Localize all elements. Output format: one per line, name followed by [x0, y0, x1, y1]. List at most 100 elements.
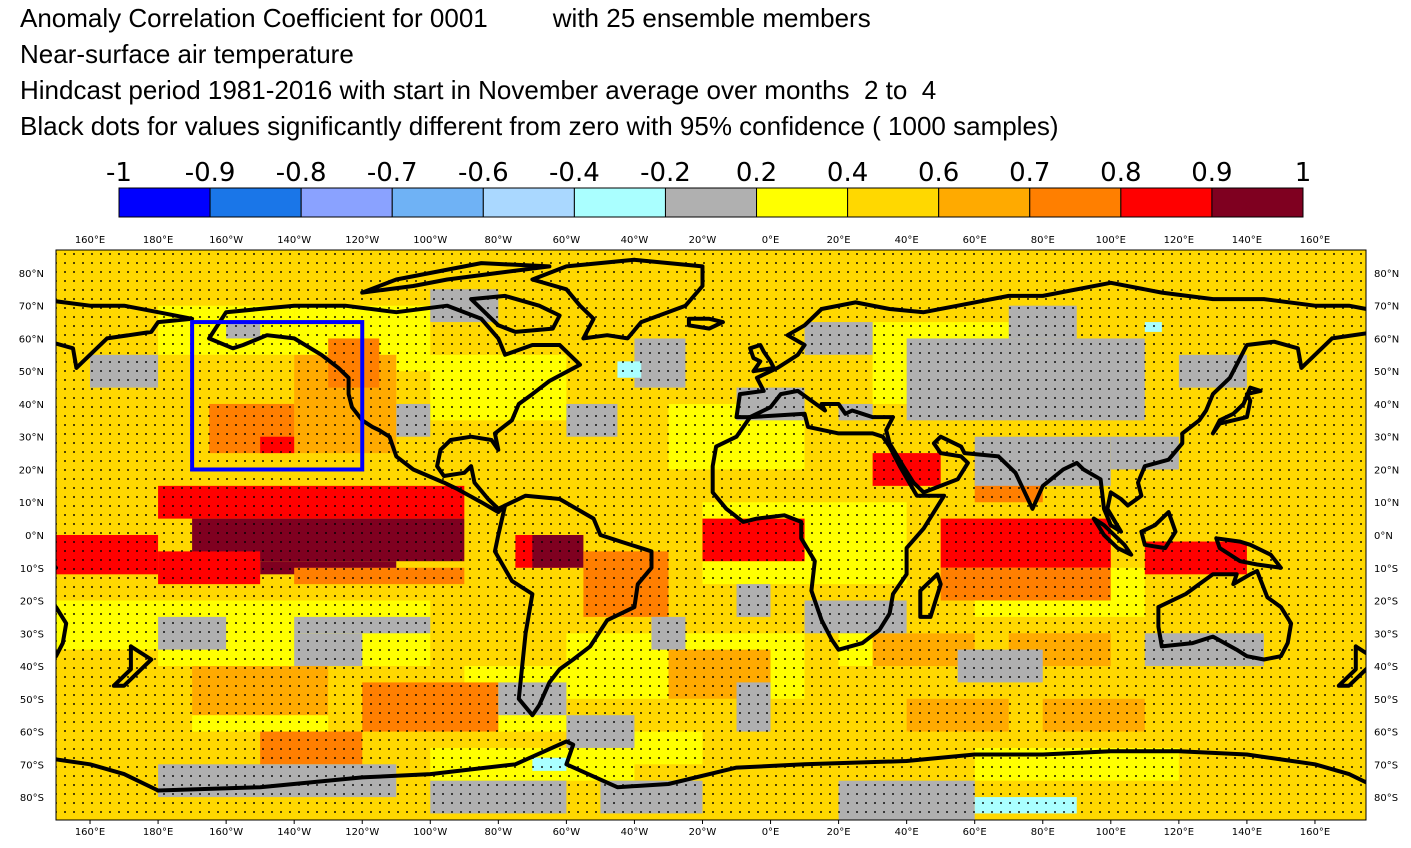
- lon-label-top: 60°E: [963, 235, 987, 246]
- colorbar-legend: -1 -0.9 -0.8 -0.7 -0.6 -0.4 -0.2 0.2 0.4 0.6 0.7 0.…: [106, 158, 1312, 218]
- colorbar-swatch: [1120, 187, 1213, 218]
- colorbar-label: 1: [1295, 158, 1312, 188]
- lat-label-left: 40°N: [19, 400, 44, 411]
- title-line-3: Hindcast period 1981-2016 with start in …: [20, 75, 937, 105]
- coastline: [918, 572, 943, 619]
- lon-label-bottom: 80°W: [485, 827, 513, 838]
- lon-label-bottom: 120°W: [345, 827, 379, 838]
- title-block: Anomaly Correlation Coefficient for 0001…: [20, 0, 1059, 144]
- lat-label-left: 60°N: [19, 334, 44, 345]
- lon-label-bottom: 60°E: [963, 827, 987, 838]
- lon-label-bottom: 160°E: [75, 827, 105, 838]
- lon-label-bottom: 140°E: [1232, 827, 1262, 838]
- colorbar-swatch: [938, 187, 1031, 218]
- colorbar-swatch: [209, 187, 302, 218]
- lat-label-right: 60°N: [1374, 334, 1399, 345]
- colorbar-swatch: [391, 187, 484, 218]
- lat-label-right: 80°S: [1374, 793, 1398, 804]
- lat-label-left: 40°S: [20, 662, 44, 673]
- lon-label-top: 160°W: [209, 235, 243, 246]
- coastline: [360, 261, 552, 295]
- coastline: [748, 343, 776, 374]
- lat-label-right: 20°N: [1374, 465, 1399, 476]
- lat-label-right: 20°S: [1374, 597, 1398, 608]
- lon-label-bottom: 100°W: [413, 827, 447, 838]
- lon-label-top: 0°E: [762, 235, 780, 246]
- lon-label-bottom: 100°E: [1096, 827, 1126, 838]
- lat-label-right: 70°S: [1374, 760, 1398, 771]
- title-line-4: Black dots for values significantly diff…: [20, 111, 1059, 141]
- colorbar-label: -0.4: [549, 158, 600, 188]
- lon-label-top: 100°E: [1096, 235, 1126, 246]
- colorbar-label: -0.9: [185, 158, 236, 188]
- lon-label-bottom: 140°W: [277, 827, 311, 838]
- colorbar-swatch: [482, 187, 575, 218]
- colorbar-label: -0.6: [458, 158, 509, 188]
- lon-label-top: 40°W: [621, 235, 649, 246]
- lat-label-left: 10°N: [19, 498, 44, 509]
- coastline: [734, 280, 1366, 534]
- colorbar-swatch: [1029, 187, 1122, 218]
- colorbar-label: 0.6: [918, 158, 959, 188]
- lon-label-top: 160°E: [1300, 235, 1330, 246]
- lat-label-left: 20°S: [20, 597, 44, 608]
- colorbar-swatch: [573, 187, 666, 218]
- lon-label-bottom: 80°E: [1031, 827, 1055, 838]
- colorbar-label: 0.9: [1191, 158, 1232, 188]
- lon-label-top: 80°E: [1031, 235, 1055, 246]
- colorbar-swatch: [1211, 187, 1304, 218]
- lat-label-left: 0°N: [25, 531, 44, 542]
- coastline: [156, 739, 1366, 793]
- lat-label-right: 0°N: [1374, 531, 1393, 542]
- coastline: [1336, 644, 1366, 688]
- lon-label-top: 40°E: [895, 235, 919, 246]
- significance-dots: [56, 250, 1366, 820]
- coastline: [492, 493, 654, 718]
- lon-label-top: 120°W: [345, 235, 379, 246]
- lon-label-top: 120°E: [1164, 235, 1194, 246]
- lat-label-right: 10°S: [1374, 564, 1398, 575]
- coastline: [1210, 385, 1263, 436]
- coastline: [56, 604, 69, 659]
- lat-label-left: 70°S: [20, 760, 44, 771]
- lon-label-bottom: 180°E: [143, 827, 173, 838]
- lon-label-top: 80°W: [485, 235, 513, 246]
- lon-label-top: 160°E: [75, 235, 105, 246]
- lon-label-bottom: 60°W: [553, 827, 581, 838]
- lat-label-right: 30°N: [1374, 433, 1399, 444]
- region-box: [190, 320, 365, 472]
- coastline: [530, 257, 705, 341]
- coastline: [1214, 536, 1283, 570]
- colorbar-label: 0.7: [1009, 158, 1050, 188]
- lat-label-right: 40°S: [1374, 662, 1398, 673]
- lat-label-left: 50°S: [20, 695, 44, 706]
- coastline: [710, 411, 947, 652]
- coastline: [1091, 516, 1134, 557]
- lat-label-right: 40°N: [1374, 400, 1399, 411]
- lon-label-bottom: 40°E: [895, 827, 919, 838]
- lon-label-bottom: 160°W: [209, 827, 243, 838]
- colorbar-label: -0.2: [640, 158, 691, 188]
- lat-label-right: 70°N: [1374, 302, 1399, 313]
- lon-label-top: 180°E: [143, 235, 173, 246]
- lon-label-bottom: 0°E: [762, 827, 780, 838]
- coastline: [207, 303, 582, 515]
- lat-label-right: 50°N: [1374, 367, 1399, 378]
- colorbar-label: 0.2: [736, 158, 777, 188]
- coastline: [469, 293, 562, 334]
- lat-label-left: 30°N: [19, 433, 44, 444]
- lon-label-top: 20°W: [689, 235, 717, 246]
- lat-label-left: 60°S: [20, 728, 44, 739]
- colorbar-label: -0.8: [276, 158, 327, 188]
- lat-label-left: 20°N: [19, 465, 44, 476]
- lon-label-bottom: 120°E: [1164, 827, 1194, 838]
- lat-label-left: 10°S: [20, 564, 44, 575]
- lon-label-bottom: 40°W: [621, 827, 649, 838]
- coastline: [1156, 569, 1294, 662]
- lon-label-top: 140°E: [1232, 235, 1262, 246]
- map-frame: [55, 249, 1367, 821]
- lon-label-bottom: 160°E: [1300, 827, 1330, 838]
- lat-label-right: 80°N: [1374, 269, 1399, 280]
- lat-label-right: 60°S: [1374, 728, 1398, 739]
- coastline: [111, 644, 154, 688]
